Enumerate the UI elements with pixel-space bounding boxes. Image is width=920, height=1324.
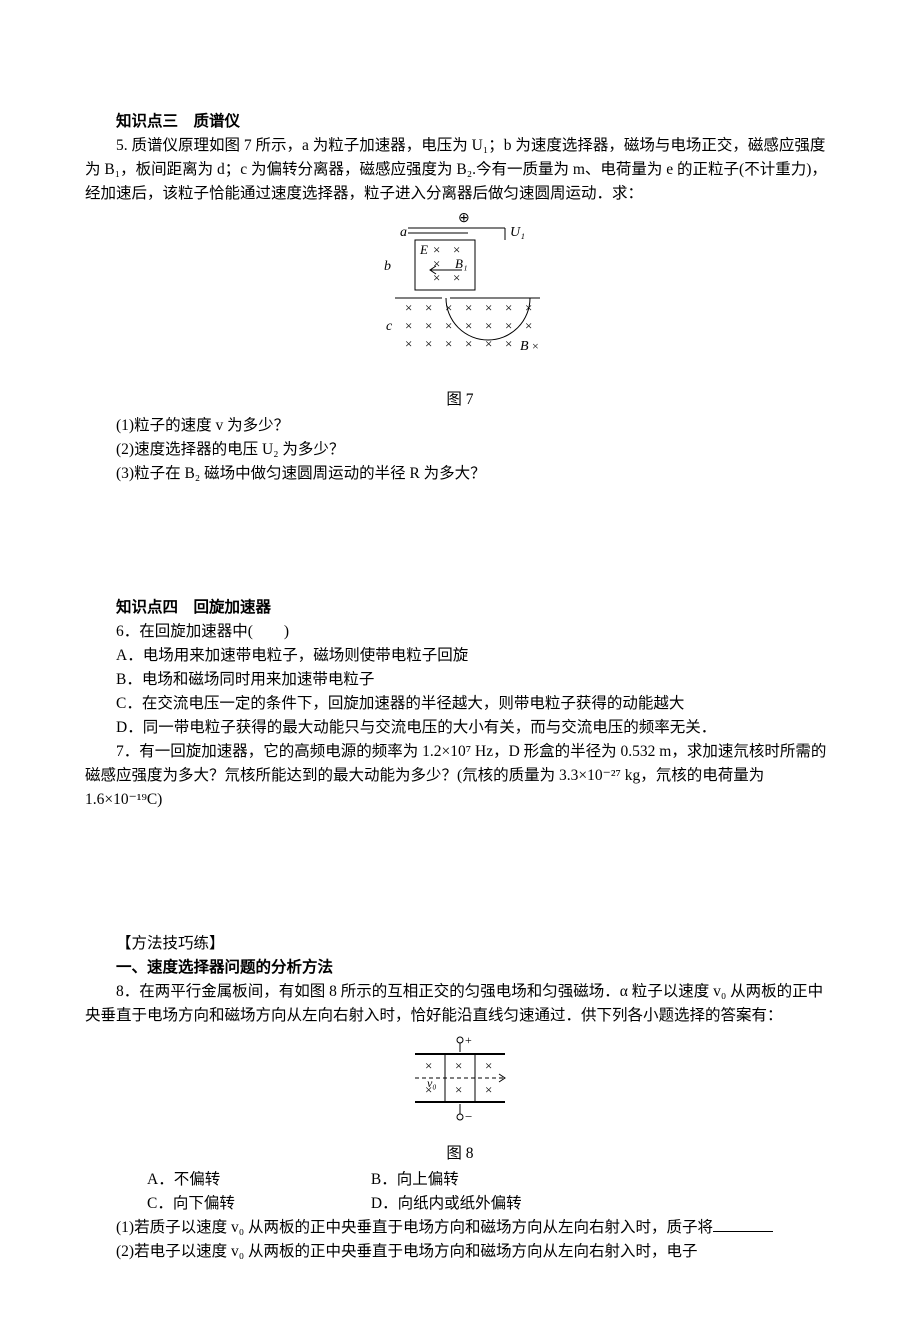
svg-text:a: a [400,225,407,240]
q8-sub2: (2)若电子以速度 v₀ 从两板的正中央垂直于电场方向和磁场方向从左向右射入时，… [85,1240,835,1264]
svg-text:×: × [485,1058,492,1073]
figure-8-svg: + − × × × × × × v₀ [385,1032,535,1132]
svg-text:×: × [455,1082,462,1097]
spacer [85,486,835,596]
svg-text:⊕: ⊕ [458,211,470,226]
q6-d: D．同一带电粒子获得的最大动能只与交流电压的大小有关，而与交流电压的频率无关． [85,716,835,740]
q5-sub2: (2)速度选择器的电压 U₂ 为多少？ [85,438,835,462]
svg-text:×: × [453,270,460,285]
svg-text:×: × [485,336,492,351]
figure-8: + − × × × × × × v₀ 图 8 [85,1032,835,1166]
q5-stem: 5. 质谱仪原理如图 7 所示，a 为粒子加速器，电压为 U₁；b 为速度选择器… [85,134,835,206]
q6-stem: 6．在回旋加速器中( ) [85,620,835,644]
svg-text:U₁: U₁ [510,225,525,240]
svg-text:×: × [425,318,432,333]
q8-d: D．向纸内或纸外偏转 [371,1192,522,1216]
q7-stem: 7．有一回旋加速器，它的高频电源的频率为 1.2×10⁷ Hz，D 形盒的半径为… [85,740,835,812]
svg-text:×: × [525,318,532,333]
figure-8-caption: 图 8 [85,1142,835,1166]
q8-options-row1: A．不偏转 B．向上偏转 [147,1168,835,1192]
methods-heading1: 【方法技巧练】 [85,932,835,956]
svg-text:−: − [465,1109,472,1124]
q5-sub3: (3)粒子在 B₂ 磁场中做匀速圆周运动的半径 R 为多大？ [85,462,835,486]
svg-text:×: × [405,300,412,315]
q8-b: B．向上偏转 [371,1168,459,1192]
svg-text:×: × [425,336,432,351]
q8-options-row2: C．向下偏转 D．向纸内或纸外偏转 [147,1192,835,1216]
svg-text:×: × [465,336,472,351]
q6-c: C．在交流电压一定的条件下，回旋加速器的半径越大，则带电粒子获得的动能越大 [85,692,835,716]
figure-7-svg: ⊕ a U₁ b E B₁ × × × × × × × × × × [360,210,560,378]
svg-text:×: × [465,318,472,333]
svg-text:E: E [419,242,428,257]
svg-text:×: × [445,318,452,333]
svg-text:×: × [505,336,512,351]
spacer [85,812,835,932]
figure-7: ⊕ a U₁ b E B₁ × × × × × × × × × × [85,210,835,412]
svg-text:×: × [505,318,512,333]
svg-text:×: × [485,1082,492,1097]
svg-text:B: B [520,339,529,354]
svg-text:×: × [445,336,452,351]
svg-text:×: × [465,300,472,315]
q6-a: A．电场用来加速带电粒子，磁场则使带电粒子回旋 [85,644,835,668]
svg-text:×: × [405,318,412,333]
svg-text:×: × [433,256,440,271]
svg-text:×: × [453,242,460,257]
section4-heading: 知识点四 回旋加速器 [85,596,835,620]
svg-text:×: × [433,242,440,257]
figure-7-caption: 图 7 [85,388,835,412]
q5-sub1: (1)粒子的速度 v 为多少？ [85,414,835,438]
methods-heading2: 一、速度选择器问题的分析方法 [85,956,835,980]
q8-sub1-text: (1)若质子以速度 v₀ 从两板的正中央垂直于电场方向和磁场方向从左向右射入时，… [116,1219,713,1236]
svg-text:×: × [485,318,492,333]
q8-a: A．不偏转 [147,1168,367,1192]
q8-sub1: (1)若质子以速度 v₀ 从两板的正中央垂直于电场方向和磁场方向从左向右射入时，… [85,1216,835,1240]
q6-b: B．电场和磁场同时用来加速带电粒子 [85,668,835,692]
svg-text:×: × [505,300,512,315]
svg-text:b: b [384,259,391,274]
svg-text:c: c [386,319,393,334]
svg-text:B₁: B₁ [455,256,467,271]
svg-text:×: × [485,300,492,315]
q8-c: C．向下偏转 [147,1192,367,1216]
svg-text:×: × [405,336,412,351]
svg-text:v₀: v₀ [427,1076,437,1090]
svg-text:+: + [465,1033,472,1047]
section3-heading: 知识点三 质谱仪 [85,110,835,134]
svg-text:×: × [425,300,432,315]
svg-text:×: × [425,1058,432,1073]
q8-stem: 8．在两平行金属板间，有如图 8 所示的互相正交的匀强电场和匀强磁场．α 粒子以… [85,980,835,1028]
svg-text:×: × [532,339,539,353]
svg-text:×: × [455,1058,462,1073]
q8-sub1-blank[interactable] [713,1217,773,1232]
